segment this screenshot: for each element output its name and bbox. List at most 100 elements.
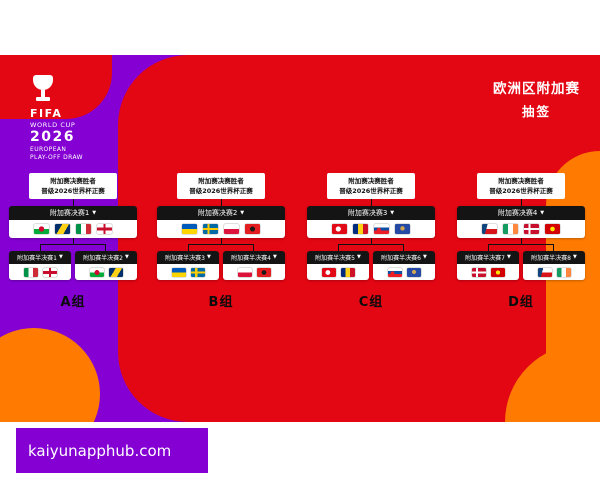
- group-name: A组: [60, 295, 86, 311]
- semifinal-header[interactable]: 附加赛半决赛2 ▼: [75, 251, 137, 265]
- chevron-down-icon: ▼: [356, 254, 361, 261]
- semifinal-box: 附加赛半决赛4 ▼: [223, 251, 285, 281]
- draw-title-line2: 抽签: [521, 104, 551, 119]
- final-header[interactable]: 附加赛决赛1 ▼: [9, 206, 137, 221]
- semifinal-flags-row: [223, 264, 285, 281]
- connector-line: [72, 199, 74, 207]
- chevron-down-icon: ▼: [506, 254, 511, 261]
- chevron-down-icon: ▼: [124, 254, 129, 261]
- final-flags-row: [457, 220, 585, 239]
- italy-flag: [76, 224, 91, 235]
- semifinal-label: 附加赛半决赛2: [83, 255, 123, 263]
- semifinal-header[interactable]: 附加赛半决赛7 ▼: [457, 251, 519, 265]
- semifinals-row: 附加赛半决赛5 ▼ 附加赛半决赛6 ▼: [307, 251, 435, 281]
- connector-line: [72, 238, 74, 245]
- semifinal-header[interactable]: 附加赛半决赛6 ▼: [373, 251, 435, 265]
- chevron-down-icon: ▼: [572, 254, 577, 261]
- qualify-box: 附加赛决赛胜者 晋级2026世界杯正赛: [477, 173, 565, 200]
- logo-european-text: EUROPEAN: [30, 146, 67, 154]
- north-macedonia-flag: [490, 267, 505, 277]
- ireland-flag: [556, 267, 571, 277]
- czechia-flag: [537, 267, 552, 277]
- slovakia-flag: [387, 267, 402, 277]
- albania-flag: [245, 224, 260, 235]
- poster-stage: FIFA WORLD CUP 2026 EUROPEAN PLAY-OFF DR…: [0, 55, 600, 422]
- semifinals-row: 附加赛半决赛3 ▼ 附加赛半决赛4 ▼: [157, 251, 285, 281]
- semifinal-box: 附加赛半决赛3 ▼: [157, 251, 219, 281]
- qualify-line1: 附加赛决赛胜者: [348, 177, 394, 185]
- semifinal-label: 附加赛半决赛4: [231, 255, 271, 263]
- semifinal-header[interactable]: 附加赛半决赛8 ▼: [523, 251, 585, 265]
- bracket-column-a: 附加赛决赛胜者 晋级2026世界杯正赛 附加赛决赛1 ▼ 附加赛半决赛1 ▼: [8, 173, 138, 310]
- draw-title: 欧洲区附加赛 抽签: [493, 77, 580, 120]
- wales-flag: [34, 224, 49, 235]
- qualify-line2: 晋级2026世界杯正赛: [339, 187, 403, 196]
- chevron-down-icon: ▼: [390, 209, 395, 216]
- turkey-flag: [332, 224, 347, 235]
- final-label: 附加赛决赛4: [497, 209, 538, 218]
- final-box: 附加赛决赛1 ▼: [9, 206, 137, 239]
- qualify-line1: 附加赛决赛胜者: [198, 177, 244, 185]
- semifinal-header[interactable]: 附加赛半决赛1 ▼: [9, 251, 71, 265]
- chevron-down-icon: ▼: [540, 209, 545, 216]
- semifinal-label: 附加赛半决赛3: [165, 255, 205, 263]
- connector-line: [520, 238, 522, 245]
- poland-flag: [237, 267, 252, 277]
- denmark-flag: [471, 267, 486, 277]
- watermark-link[interactable]: kaiyunapphub.com: [16, 428, 208, 473]
- final-flags-row: [9, 220, 137, 239]
- semifinal-header[interactable]: 附加赛半决赛3 ▼: [157, 251, 219, 265]
- logo-fifa-text: FIFA: [30, 107, 63, 120]
- semifinal-flags-row: [523, 264, 585, 281]
- semifinals-row: 附加赛半决赛7 ▼ 附加赛半决赛8 ▼: [457, 251, 585, 281]
- red-background-blob: [118, 55, 600, 422]
- final-header[interactable]: 附加赛决赛3 ▼: [307, 206, 435, 221]
- final-flags-row: [157, 220, 285, 239]
- logo-worldcup-text: WORLD CUP: [30, 120, 76, 129]
- semifinals-row: 附加赛半决赛1 ▼ 附加赛半决赛2 ▼: [9, 251, 137, 281]
- semifinal-flags-row: [457, 264, 519, 281]
- final-header[interactable]: 附加赛决赛4 ▼: [457, 206, 585, 221]
- semifinal-flags-row: [157, 264, 219, 281]
- sweden-flag: [203, 224, 218, 235]
- chevron-down-icon: ▼: [240, 209, 245, 216]
- qualify-box: 附加赛决赛胜者 晋级2026世界杯正赛: [327, 173, 415, 200]
- final-label: 附加赛决赛3: [347, 209, 388, 218]
- qualify-box: 附加赛决赛胜者 晋级2026世界杯正赛: [29, 173, 117, 200]
- watermark-url: kaiyunapphub.com: [28, 441, 172, 460]
- semifinal-header[interactable]: 附加赛半决赛4 ▼: [223, 251, 285, 265]
- northern-ireland-flag: [97, 224, 112, 235]
- draw-title-line1: 欧洲区附加赛: [493, 81, 580, 97]
- connector-split: [488, 244, 554, 252]
- romania-flag: [353, 224, 368, 235]
- chevron-down-icon: ▼: [272, 254, 277, 261]
- connector-split: [338, 244, 404, 252]
- final-label: 附加赛决赛2: [197, 209, 238, 218]
- bracket-column-d: 附加赛决赛胜者 晋级2026世界杯正赛 附加赛决赛4 ▼ 附加赛半决赛7 ▼: [456, 173, 586, 310]
- turkey-flag: [321, 267, 336, 277]
- orange-bottom-left-circle: [0, 328, 100, 422]
- bracket-column-b: 附加赛决赛胜者 晋级2026世界杯正赛 附加赛决赛2 ▼ 附加赛半决赛3 ▼: [156, 173, 286, 310]
- ireland-flag: [503, 224, 518, 235]
- connector-split: [40, 244, 106, 252]
- chevron-down-icon: ▼: [58, 254, 63, 261]
- group-name: C组: [358, 295, 384, 311]
- fifa-wc26-logo: FIFA WORLD CUP 2026 EUROPEAN PLAY-OFF DR…: [30, 75, 83, 161]
- semifinal-box: 附加赛半决赛7 ▼: [457, 251, 519, 281]
- semifinal-flags-row: [75, 264, 137, 281]
- semifinal-label: 附加赛半决赛7: [465, 255, 505, 263]
- italy-flag: [23, 267, 38, 277]
- bottom-white-bar: kaiyunapphub.com: [0, 422, 600, 480]
- semifinal-label: 附加赛半决赛5: [315, 255, 355, 263]
- bosnia-herzegovina-flag: [55, 224, 70, 235]
- final-header[interactable]: 附加赛决赛2 ▼: [157, 206, 285, 221]
- ukraine-flag: [182, 224, 197, 235]
- semifinal-box: 附加赛半决赛5 ▼: [307, 251, 369, 281]
- ukraine-flag: [171, 267, 186, 277]
- semifinal-flags-row: [307, 264, 369, 281]
- group-name: D组: [508, 295, 534, 311]
- bosnia-herzegovina-flag: [108, 267, 123, 277]
- slovakia-flag: [374, 224, 389, 235]
- top-white-bar: [0, 0, 600, 55]
- semifinal-header[interactable]: 附加赛半决赛5 ▼: [307, 251, 369, 265]
